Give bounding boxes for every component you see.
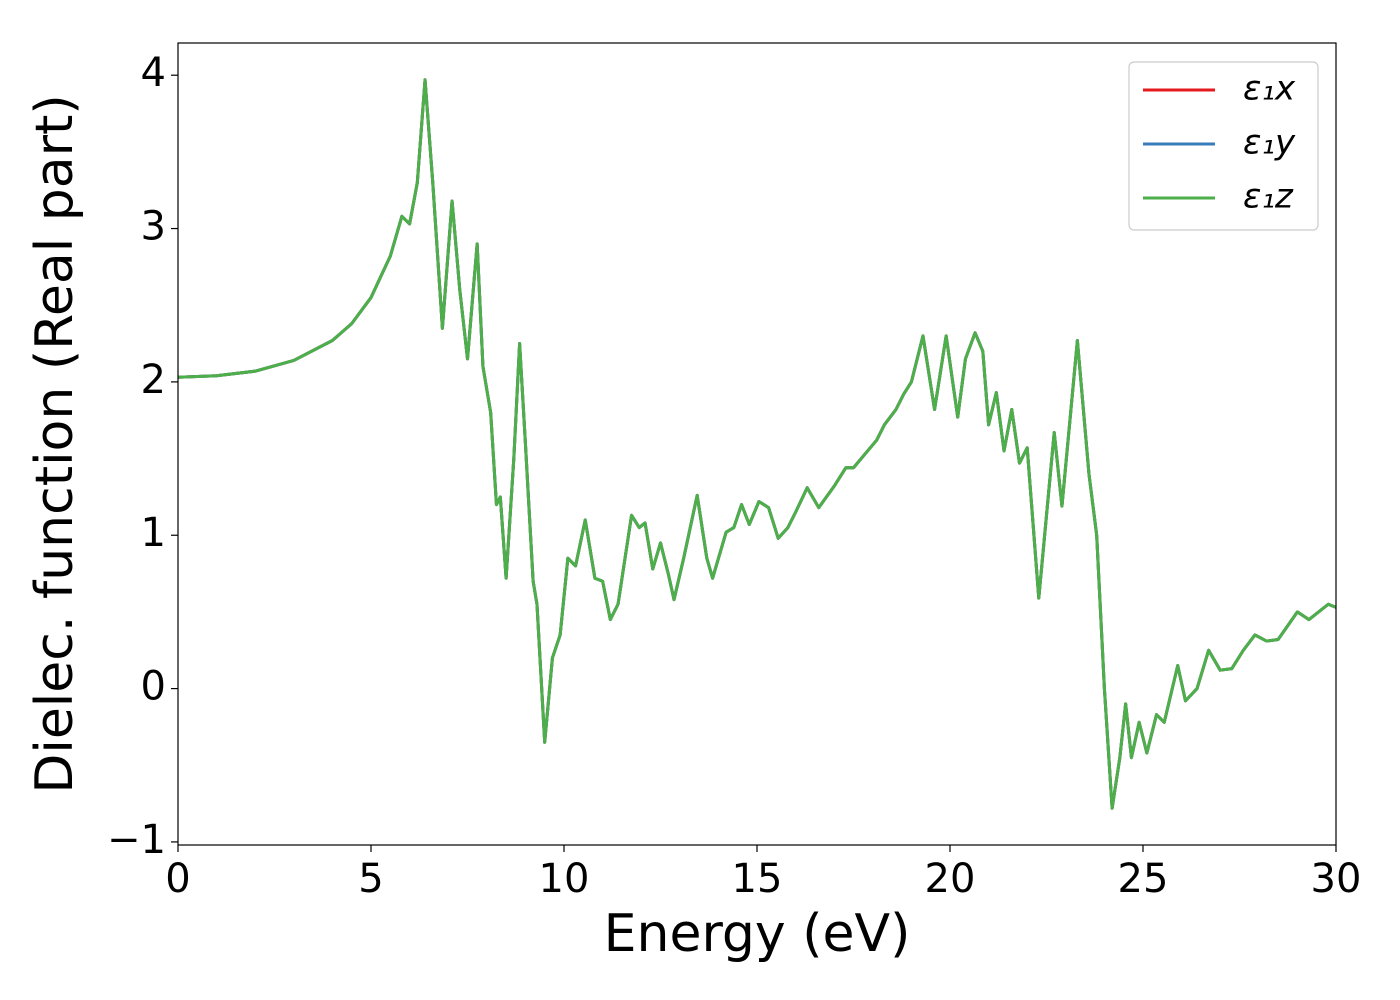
x-tick-label: 5: [358, 856, 383, 902]
legend-label: ε₁y: [1243, 123, 1296, 163]
x-tick-label: 25: [1118, 856, 1169, 902]
plot-frame: [177, 42, 1337, 846]
x-tick-label: 20: [925, 856, 976, 902]
y-tick-label: 2: [141, 357, 166, 403]
y-tick-label: 4: [141, 50, 166, 96]
x-axis-label: Energy (eV): [604, 904, 911, 964]
y-axis-label: Dielec. function (Real part): [25, 94, 85, 793]
y-tick-label: 1: [141, 510, 166, 556]
legend-box: [1128, 61, 1319, 231]
x-tick-label: 0: [165, 856, 190, 902]
x-tick-label: 30: [1311, 856, 1362, 902]
x-tick-label: 15: [732, 856, 783, 902]
y-tick-label: 3: [141, 204, 166, 250]
series-line: [178, 78, 1336, 810]
x-tick-label: 10: [539, 856, 590, 902]
legend-label: ε₁x: [1243, 69, 1296, 109]
y-tick-label: −1: [107, 817, 166, 863]
legend-label: ε₁z: [1243, 177, 1294, 217]
y-tick-label: 0: [141, 664, 166, 710]
